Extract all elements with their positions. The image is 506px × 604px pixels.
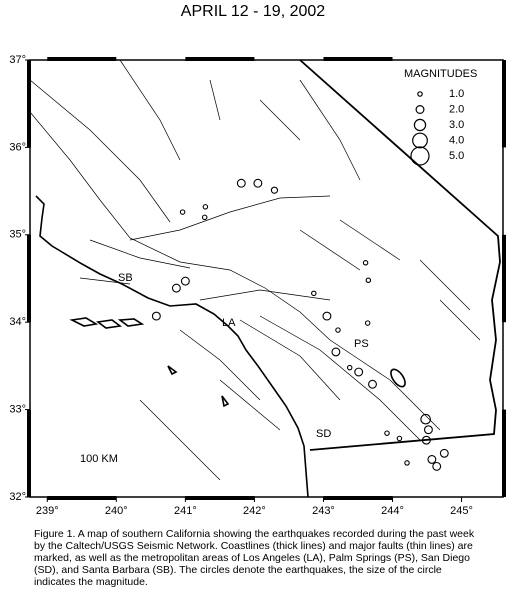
legend-symbol <box>415 104 425 114</box>
legend-symbol <box>412 132 428 149</box>
frame-bar <box>502 60 506 148</box>
frame-bar <box>502 234 506 323</box>
frame-bar <box>185 496 255 500</box>
earthquake <box>439 448 449 458</box>
place-label: LA <box>222 317 236 329</box>
earthquake <box>322 311 332 321</box>
legend-symbol <box>417 91 423 97</box>
frame-bar <box>47 57 117 61</box>
legend-label: 4.0 <box>449 134 464 146</box>
frame-bar <box>323 496 393 500</box>
earthquake <box>253 178 263 188</box>
fault <box>29 111 441 431</box>
y-tick-label: 34° <box>9 316 26 328</box>
earthquake <box>331 347 341 357</box>
legend-title: MAGNITUDES <box>404 68 477 80</box>
earthquake <box>311 290 317 297</box>
earthquake <box>404 460 410 466</box>
earthquake <box>270 186 279 194</box>
earthquake <box>365 277 372 283</box>
legend-symbol <box>413 118 427 132</box>
x-tick-label: 239° <box>36 505 59 517</box>
place-label: SD <box>316 428 331 440</box>
geography <box>29 59 501 498</box>
frame-bar <box>27 60 31 148</box>
legend-label: 3.0 <box>449 119 464 131</box>
earthquake <box>432 461 442 471</box>
earthquake <box>427 454 437 464</box>
earthquake <box>180 276 190 286</box>
earthquake <box>420 413 431 425</box>
legend-label: 2.0 <box>449 103 464 115</box>
x-tick-label: 245° <box>450 505 473 517</box>
title: APRIL 12 - 19, 2002 <box>181 3 325 20</box>
x-tick-label: 244° <box>381 505 404 517</box>
x-tick-label: 240° <box>105 505 128 517</box>
earthquake <box>201 214 208 221</box>
scale-label: 100 KM <box>80 453 118 465</box>
legend-label: 5.0 <box>449 150 464 162</box>
place-label: PS <box>354 338 369 350</box>
earthquake <box>179 209 186 215</box>
earthquake <box>171 283 181 293</box>
frame-bar <box>27 409 31 497</box>
frame-bar <box>47 496 117 500</box>
x-tick-label: 241° <box>174 505 197 517</box>
y-tick-label: 37° <box>9 54 26 66</box>
earthquake <box>354 367 364 377</box>
map: APRIL 12 - 19, 2002 SB LA PS SD 100 KM M… <box>9 3 506 517</box>
fault <box>129 195 331 241</box>
frame-bar <box>502 409 506 497</box>
frame-bar <box>185 57 255 61</box>
x-tick-label: 243° <box>312 505 335 517</box>
legend-symbol <box>410 146 430 166</box>
earthquake <box>384 430 390 436</box>
earthquake <box>362 260 369 266</box>
place-label: SB <box>118 272 133 284</box>
earthquake <box>368 379 377 389</box>
earthquake <box>151 311 161 321</box>
fault <box>29 59 481 481</box>
island <box>69 317 230 408</box>
x-tick-label: 242° <box>243 505 266 517</box>
y-tick-label: 36° <box>9 141 26 153</box>
y-tick-label: 33° <box>9 404 26 416</box>
caption: Figure 1. A map of southern California s… <box>34 528 475 588</box>
earthquake <box>423 425 433 435</box>
coastline <box>35 195 309 498</box>
earthquake <box>364 320 371 326</box>
salton-sea <box>390 368 406 388</box>
earthquake <box>236 178 246 188</box>
y-tick-label: 32° <box>9 491 26 503</box>
earthquake <box>421 435 431 445</box>
frame-bar <box>27 234 31 323</box>
state-border <box>299 59 501 451</box>
y-tick-label: 35° <box>9 229 26 241</box>
legend-label: 1.0 <box>449 88 464 100</box>
earthquake <box>396 435 403 442</box>
frame-bar <box>323 57 393 61</box>
earthquake <box>335 327 341 333</box>
earthquake <box>202 204 209 210</box>
earthquake <box>346 364 353 371</box>
